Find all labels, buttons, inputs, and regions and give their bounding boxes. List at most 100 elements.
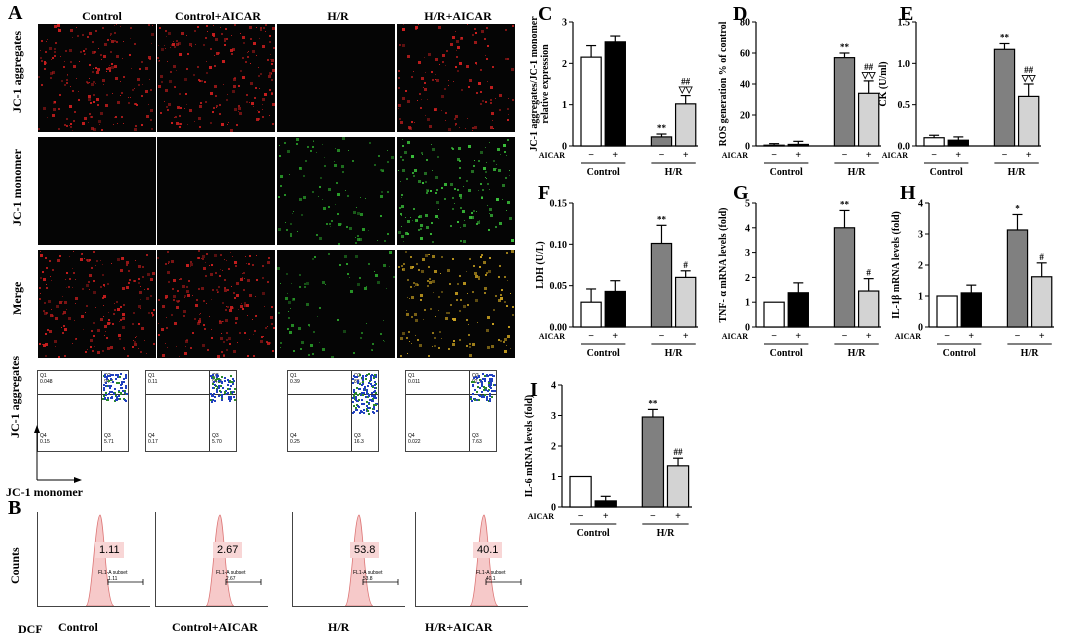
bar-3 <box>857 92 880 147</box>
bar-0 <box>923 137 945 147</box>
y-tick-label: 60 <box>740 49 750 60</box>
significance-label: ▽▽ <box>1021 73 1037 83</box>
micrograph-r2-c2 <box>277 250 395 358</box>
group-label-hr: H/R <box>848 167 867 178</box>
micrograph-r1-c1 <box>157 137 275 245</box>
aicar-sign: − <box>659 331 665 342</box>
y-axis-label: LDH (U/L) <box>535 241 546 289</box>
significance-label: ## <box>1024 65 1034 75</box>
bar-0 <box>763 301 785 328</box>
aicar-sign: + <box>675 511 681 522</box>
aicar-label: AICAR <box>539 332 565 341</box>
bar-2 <box>1006 229 1029 328</box>
group-label-hr: H/R <box>665 167 684 178</box>
y-tick-label: 2 <box>562 59 567 70</box>
significance-label: # <box>866 268 871 278</box>
aicar-label: AICAR <box>539 151 565 160</box>
flow-plot-1: Q10.11 Q294.0 Q35.70 Q40.17 <box>145 370 237 452</box>
y-tick-label: 3 <box>918 230 923 241</box>
significance-label: ## <box>681 77 691 87</box>
y-tick-label: 4 <box>551 381 556 392</box>
aicar-sign: + <box>968 331 974 342</box>
flow-axis-arrows <box>34 425 82 483</box>
panel-letter-g: G <box>733 182 749 204</box>
y-tick-label: 4 <box>918 199 923 210</box>
bar-0 <box>763 144 785 147</box>
bar-2 <box>833 227 856 328</box>
significance-label: ** <box>840 42 850 52</box>
flow-plot-3: Q10.011 Q292.3 Q37.63 Q40.022 <box>405 370 497 452</box>
y-axis-label: relative expression <box>540 44 551 124</box>
group-label-hr: H/R <box>1021 348 1040 359</box>
aicar-label: AICAR <box>722 151 748 160</box>
y-tick-label: 5 <box>745 199 750 210</box>
y-axis-label: CK (U/ml) <box>878 61 889 106</box>
panel-letter-e: E <box>900 3 913 25</box>
bar-1 <box>960 292 982 328</box>
aicar-label: AICAR <box>895 332 921 341</box>
y-axis-label: JC-1 aggregates/JC-1 monomer <box>529 16 540 152</box>
group-label-control: Control <box>930 167 963 178</box>
dcf-label-hr-aicar: H/R+AICAR <box>425 620 493 634</box>
dcf-subset-label: FL1-A subset 53.8 <box>353 570 383 582</box>
bar-3 <box>1030 276 1053 328</box>
bar-2 <box>833 57 856 147</box>
y-axis-label: IL-6 mRNA levels (fold) <box>524 395 535 498</box>
aicar-sign: + <box>1026 150 1032 161</box>
aicar-sign: − <box>771 331 777 342</box>
aicar-sign: − <box>931 150 937 161</box>
y-tick-label: 1.5 <box>898 18 911 29</box>
aicar-sign: − <box>1002 150 1008 161</box>
panel-letter-i: I <box>530 379 538 401</box>
panel-letter-h: H <box>900 182 916 204</box>
group-label-control: Control <box>577 528 610 539</box>
bar-2 <box>641 416 665 508</box>
y-tick-label: 4 <box>745 223 750 234</box>
significance-label: ▽▽ <box>678 85 694 95</box>
bar-0 <box>580 301 602 328</box>
group-label-hr: H/R <box>657 528 676 539</box>
col-head-control: Control <box>82 9 122 23</box>
dcf-histogram-2: 53.8 FL1-A subset 53.8 <box>292 512 405 607</box>
dcf-label-control-aicar: Control+AICAR <box>172 620 258 634</box>
aicar-sign: − <box>842 331 848 342</box>
aicar-sign: − <box>588 331 594 342</box>
y-tick-label: 2 <box>918 261 923 272</box>
aicar-sign: + <box>866 331 872 342</box>
y-tick-label: 0 <box>745 323 750 334</box>
panel-letter-a: A <box>8 2 23 24</box>
y-tick-label: 0 <box>562 142 567 153</box>
y-tick-label: 0 <box>551 503 556 514</box>
panel-letter-d: D <box>733 3 747 25</box>
aicar-sign: − <box>588 150 594 161</box>
bar-0 <box>569 475 592 508</box>
y-tick-label: 20 <box>740 111 750 122</box>
panel-letter-f: F <box>538 182 550 204</box>
y-tick-label: 2 <box>551 442 556 453</box>
aicar-sign: + <box>612 150 618 161</box>
significance-label: ** <box>840 199 850 209</box>
bar-1 <box>947 139 969 147</box>
group-label-control: Control <box>587 348 620 359</box>
aicar-sign: − <box>578 511 584 522</box>
micrograph-r2-c0 <box>38 250 156 358</box>
bar-3 <box>666 465 690 508</box>
group-label-control: Control <box>943 348 976 359</box>
bar-1 <box>594 500 617 508</box>
micrograph-r0-c1 <box>157 24 275 132</box>
panel-letter-c: C <box>538 3 552 25</box>
y-tick-label: 3 <box>562 18 567 29</box>
aicar-label: AICAR <box>722 332 748 341</box>
aicar-sign: − <box>650 511 656 522</box>
y-tick-label: 1 <box>745 298 750 309</box>
dcf-subset-label: FL1-A subset 40.1 <box>476 570 506 582</box>
bar-3 <box>857 290 880 328</box>
significance-label: ** <box>657 214 667 224</box>
bar-1 <box>604 41 626 147</box>
bar-1 <box>787 143 809 147</box>
group-label-control: Control <box>770 348 803 359</box>
aicar-sign: + <box>1039 331 1045 342</box>
y-axis-label: TNF- α mRNA levels (fold) <box>718 207 729 322</box>
y-tick-label: 0 <box>745 142 750 153</box>
aicar-sign: − <box>842 150 848 161</box>
